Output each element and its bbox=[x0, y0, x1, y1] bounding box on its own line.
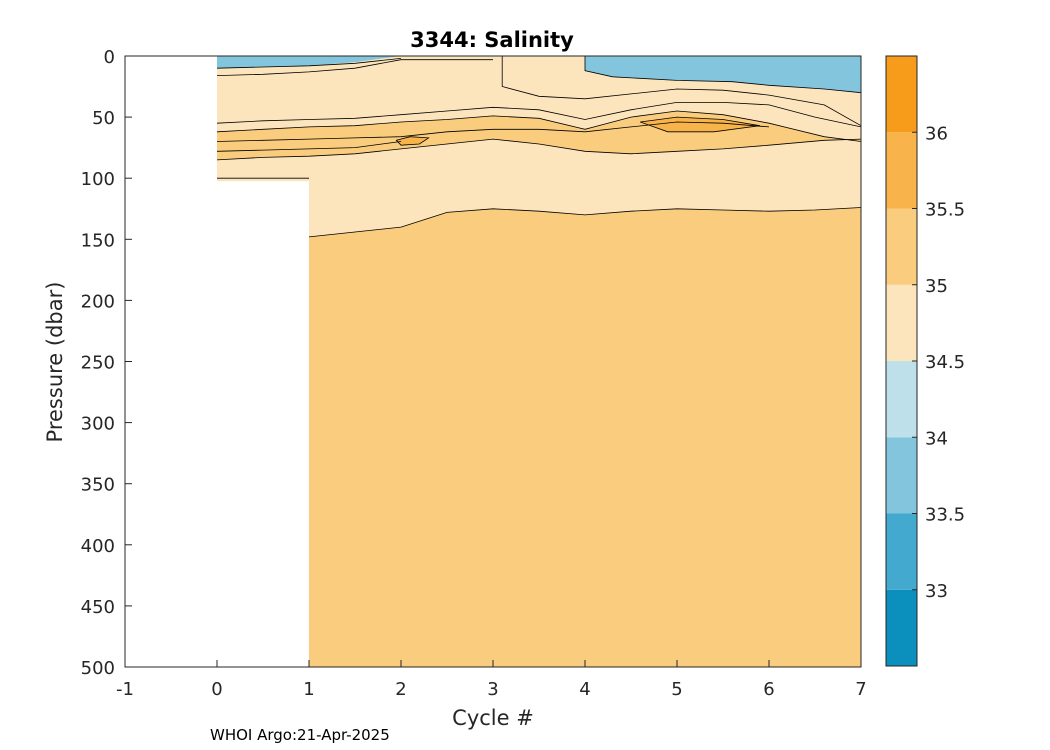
contour-region-1 bbox=[217, 56, 401, 69]
contour-loop-1 bbox=[640, 116, 760, 133]
colorbar-tick-label: 35 bbox=[925, 276, 948, 297]
colorbar-band bbox=[886, 513, 917, 590]
contour-line-2 bbox=[216, 59, 493, 76]
x-axis: -1 0 1 2 3 4 5 6 7 bbox=[116, 660, 867, 700]
x-tick-label: 6 bbox=[763, 679, 774, 700]
chart-title: 3344: Salinity bbox=[410, 28, 574, 52]
contour-lines bbox=[216, 56, 861, 238]
contour-line-3 bbox=[501, 56, 861, 127]
x-axis-label: Cycle # bbox=[452, 706, 534, 730]
y-tick-label: 100 bbox=[81, 169, 115, 190]
colorbar-band bbox=[886, 589, 917, 666]
colorbar-band bbox=[886, 361, 917, 438]
y-axis-label: Pressure (dbar) bbox=[43, 282, 67, 443]
colorbar-band bbox=[886, 132, 917, 209]
no-data-region bbox=[217, 181, 309, 667]
contour-loop-0 bbox=[395, 136, 430, 146]
colorbar-tick-label: 34 bbox=[925, 428, 948, 449]
contour-line-8 bbox=[216, 121, 770, 142]
y-tick-label: 200 bbox=[81, 291, 115, 312]
colorbar-tick-label: 35.5 bbox=[925, 200, 965, 221]
contour-line-9 bbox=[216, 141, 402, 152]
y-tick-label: 250 bbox=[81, 353, 115, 374]
y-tick-label: 300 bbox=[81, 414, 115, 435]
colorbar-band bbox=[886, 208, 917, 285]
y-tick-label: 450 bbox=[81, 597, 115, 618]
y-axis: 0 50 100 150 200 250 300 350 400 450 500 bbox=[81, 47, 132, 679]
contour-line-1 bbox=[584, 56, 861, 94]
contour-line-0 bbox=[216, 58, 402, 69]
contour-region-2 bbox=[585, 56, 861, 93]
contour-region-7 bbox=[309, 207, 861, 667]
x-tick-label: 4 bbox=[579, 679, 590, 700]
y-tick-label: 0 bbox=[104, 47, 115, 68]
y-tick-label: 400 bbox=[81, 536, 115, 557]
x-tick-label: 0 bbox=[211, 679, 222, 700]
x-tick-label: 1 bbox=[303, 679, 314, 700]
y-tick-label: 50 bbox=[92, 108, 115, 129]
colorbar-band bbox=[886, 56, 917, 133]
x-tick-label: 2 bbox=[395, 679, 406, 700]
colorbar-tick-label: 36 bbox=[925, 123, 948, 144]
source-footer: WHOI Argo:21-Apr-2025 bbox=[210, 726, 390, 744]
colorbar-band bbox=[886, 437, 917, 514]
contour-fill bbox=[125, 56, 861, 667]
y-tick-label: 150 bbox=[81, 230, 115, 251]
x-tick-label: -1 bbox=[116, 679, 134, 700]
colorbar: 33 33.5 34 34.5 35 35.5 36 bbox=[885, 55, 965, 667]
colorbar-tick-label: 33 bbox=[925, 581, 948, 602]
contour-line-5 bbox=[216, 110, 861, 142]
contour-line-7 bbox=[308, 207, 861, 238]
contour-line-4 bbox=[216, 102, 861, 128]
contour-line-10 bbox=[216, 138, 861, 161]
colorbar-tick-label: 33.5 bbox=[925, 505, 965, 526]
colorbar-tick-label: 34.5 bbox=[925, 352, 965, 373]
y-tick-label: 350 bbox=[81, 475, 115, 496]
x-tick-label: 3 bbox=[487, 679, 498, 700]
y-tick-label: 500 bbox=[81, 658, 115, 679]
x-tick-label: 7 bbox=[855, 679, 866, 700]
colorbar-band bbox=[886, 284, 917, 361]
x-tick-label: 5 bbox=[671, 679, 682, 700]
no-data-region bbox=[125, 56, 217, 667]
